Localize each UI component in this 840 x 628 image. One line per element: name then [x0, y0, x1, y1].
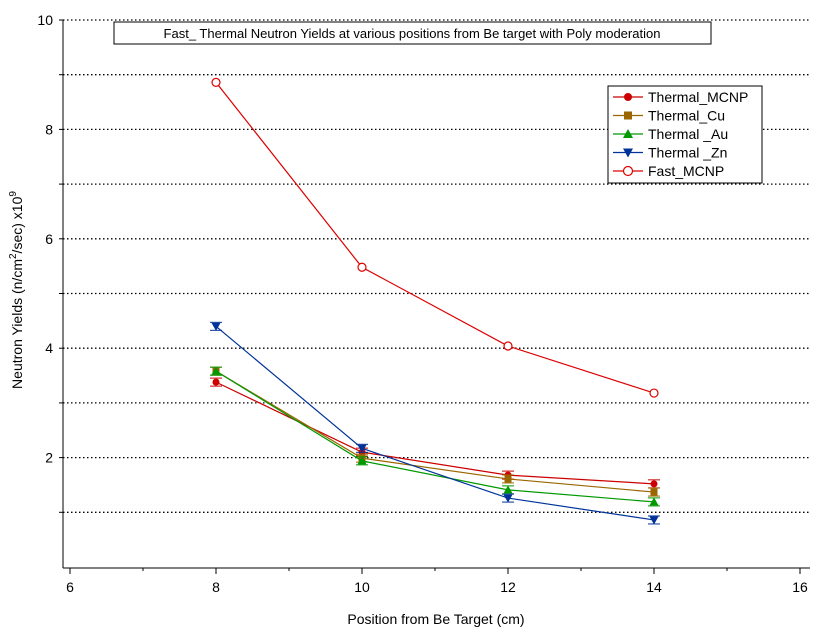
legend-label: Fast_MCNP — [648, 163, 724, 179]
marker-square — [504, 475, 512, 483]
legend: Thermal_MCNP Thermal_Cu Thermal _Au Thermal… — [607, 85, 763, 184]
chart-title: Fast_ Thermal Neutron Yields at various … — [164, 26, 661, 41]
x-tick-label: 12 — [500, 579, 516, 595]
chart-title-box: Fast_ Thermal Neutron Yields at various … — [113, 21, 712, 45]
x-tick-label: 14 — [646, 579, 662, 595]
legend-label: Thermal _Au — [648, 126, 728, 142]
y-tick-label: 8 — [45, 121, 53, 137]
y-label-part: Neutron Yields (n/cm — [9, 259, 25, 389]
series-line — [215, 370, 655, 493]
x-tick-label: 10 — [354, 579, 370, 595]
marker-open-circle — [357, 262, 367, 272]
series-group — [210, 77, 660, 525]
marker-triangle-down — [649, 516, 659, 525]
marker-triangle-down — [623, 148, 633, 158]
series-thermal-au — [210, 366, 660, 507]
series-thermal-zn — [210, 321, 660, 525]
grid — [63, 19, 810, 513]
legend-label: Thermal _Zn — [648, 145, 727, 161]
y-label-sup: 9 — [8, 191, 19, 197]
legend-label: Thermal_Cu — [648, 108, 725, 124]
series-thermal-mcnp — [210, 377, 660, 489]
y-tick-label: 2 — [45, 450, 53, 466]
series-thermal-cu — [210, 366, 660, 497]
series-line — [215, 325, 655, 521]
marker-triangle-up — [211, 366, 221, 375]
series-line — [215, 81, 655, 394]
marker-triangle-down — [357, 444, 367, 453]
y-label-part: /sec) x10 — [9, 196, 25, 253]
axes: 2 4 6 8 10 6 8 10 12 14 16 — [37, 12, 810, 595]
marker-open-circle — [211, 77, 221, 87]
marker-open-circle — [622, 165, 634, 177]
marker-square — [624, 111, 632, 120]
series-fast-mcnp — [211, 77, 659, 398]
series-line — [215, 370, 655, 503]
marker-triangle-up — [649, 497, 659, 506]
marker-open-circle — [503, 341, 513, 351]
marker-triangle-up — [623, 129, 633, 138]
y-tick-label: 6 — [45, 231, 53, 247]
marker-triangle-up — [503, 485, 513, 494]
marker-triangle-down — [503, 494, 513, 503]
x-tick-label: 8 — [212, 579, 220, 595]
x-axis-label: Position from Be Target (cm) — [347, 611, 524, 627]
y-tick-label: 4 — [45, 340, 53, 356]
legend-label: Thermal_MCNP — [648, 89, 748, 105]
y-label-sup: 2 — [8, 253, 19, 259]
marker-square — [650, 488, 658, 496]
marker-circle — [650, 480, 658, 488]
marker-circle — [624, 93, 632, 101]
series-line — [215, 381, 655, 485]
marker-circle — [212, 378, 220, 386]
x-tick-label: 16 — [792, 579, 808, 595]
y-axis-label: Neutron Yields (n/cm2/sec) x109 — [8, 191, 25, 389]
x-tick-label: 6 — [66, 579, 74, 595]
y-tick-label: 10 — [37, 12, 53, 28]
marker-open-circle — [649, 388, 659, 398]
marker-triangle-down — [211, 322, 221, 331]
marker-triangle-up — [357, 456, 367, 465]
